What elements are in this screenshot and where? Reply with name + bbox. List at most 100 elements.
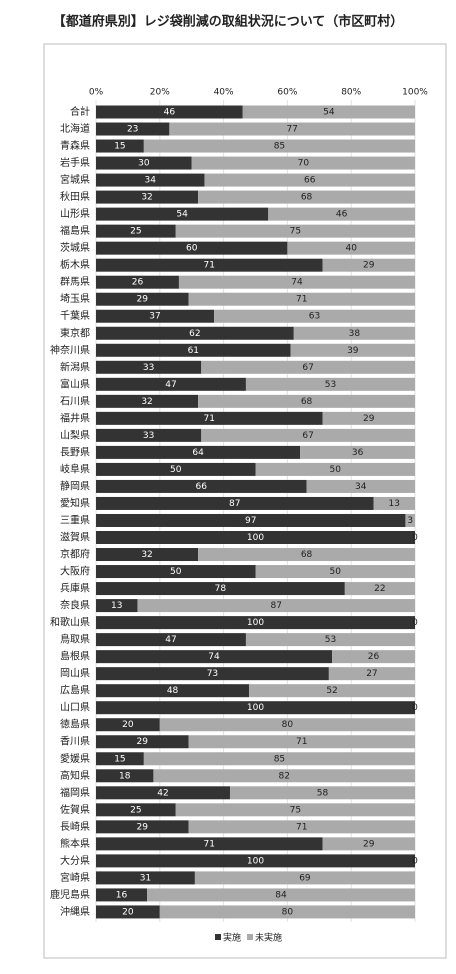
bar-segment: [268, 207, 415, 221]
data-label: 26: [368, 652, 380, 662]
bar-segment: [147, 888, 416, 902]
bar-segment: [332, 650, 415, 664]
bar-segment: [96, 735, 189, 749]
data-label: 67: [302, 363, 313, 373]
data-label: 31: [140, 873, 151, 883]
data-label: 60: [186, 244, 198, 254]
data-label: 54: [176, 210, 188, 220]
bar-segment: [300, 445, 415, 459]
y-tick-label: 徳島県: [60, 718, 90, 731]
bar-segment: [96, 275, 179, 289]
bar-segment: [96, 769, 154, 783]
data-label: 26: [132, 278, 144, 288]
bar-segment: [159, 905, 415, 919]
y-tick-label: 東京都: [60, 326, 90, 339]
data-label: 84: [275, 890, 287, 900]
data-label: 75: [290, 227, 301, 237]
data-label: 53: [325, 635, 336, 645]
bar-segment: [96, 258, 323, 272]
bar-segment: [96, 684, 250, 698]
legend-label: 未実施: [255, 932, 282, 944]
data-label: 40: [345, 244, 357, 254]
bar-segment: [204, 173, 415, 187]
bar-segment: [96, 786, 230, 800]
bar-segment: [96, 309, 215, 323]
data-label: 48: [167, 686, 179, 696]
y-tick-label: 神奈川県: [50, 343, 90, 356]
bar-segment: [344, 582, 415, 596]
bar-segment: [245, 377, 415, 391]
y-tick-label: 山形県: [60, 208, 90, 220]
x-tick-label: 80%: [341, 88, 361, 98]
y-tick-label: 長崎県: [60, 820, 90, 833]
bar-segment: [322, 258, 415, 272]
bar-segment: [96, 207, 269, 221]
data-label: 62: [189, 329, 200, 339]
data-label: 25: [130, 227, 141, 237]
bar-segment: [137, 599, 415, 613]
data-label: 29: [137, 822, 149, 832]
bar-segment: [322, 837, 415, 851]
data-label: 25: [130, 805, 141, 815]
bar-segment: [96, 462, 256, 476]
y-tick-label: 愛知県: [60, 496, 90, 509]
bar-segment: [159, 718, 415, 732]
bar-segment: [143, 752, 415, 766]
x-tick-label: 20%: [150, 88, 170, 98]
data-label: 29: [363, 414, 375, 424]
bar-segment: [143, 139, 415, 153]
y-tick-label: 千葉県: [60, 309, 90, 322]
data-label: 34: [355, 482, 367, 492]
bar-segment: [201, 360, 415, 374]
bar-segment: [96, 241, 288, 255]
data-label: 47: [165, 380, 176, 390]
y-tick-label: 沖縄県: [60, 905, 90, 918]
data-label: 3: [407, 516, 413, 526]
bar-segment: [96, 428, 202, 442]
data-label: 63: [309, 312, 320, 322]
data-label: 50: [170, 465, 182, 475]
bar-segment: [96, 718, 160, 732]
bar-segment: [96, 854, 415, 868]
y-tick-label: 岡山県: [60, 668, 90, 680]
data-label: 85: [274, 754, 285, 764]
x-tick-label: 60%: [277, 88, 297, 98]
data-label: 38: [349, 329, 361, 339]
y-tick-label: 長野県: [60, 446, 90, 458]
bar-segment: [245, 633, 415, 647]
chart-frame: [43, 43, 447, 959]
y-tick-label: 岩手県: [60, 156, 90, 169]
data-label: 100: [247, 703, 264, 713]
bar-segment: [96, 139, 144, 153]
bar-segment: [96, 326, 294, 340]
y-tick-label: 埼玉県: [60, 292, 90, 305]
bar-segment: [96, 360, 202, 374]
data-label: 47: [165, 635, 176, 645]
bar-segment: [188, 735, 415, 749]
y-tick-label: 秋田県: [60, 190, 90, 203]
bar-segment: [96, 701, 415, 715]
data-label: 46: [336, 210, 348, 220]
bar-segment: [96, 633, 246, 647]
data-label: 66: [304, 176, 316, 186]
y-tick-label: 宮城県: [60, 173, 90, 186]
bar-segment: [328, 667, 415, 681]
bar-segment: [96, 377, 246, 391]
data-label: 0: [412, 703, 418, 713]
data-label: 16: [116, 890, 128, 900]
bar-segment: [293, 326, 415, 340]
data-label: 0: [412, 533, 418, 543]
bar-segment: [188, 292, 415, 306]
bar-segment: [175, 224, 415, 238]
data-label: 50: [330, 465, 342, 475]
data-label: 87: [229, 499, 240, 509]
bar-segment: [96, 411, 323, 425]
data-label: 33: [143, 363, 154, 373]
data-label: 32: [141, 193, 152, 203]
data-label: 29: [137, 737, 149, 747]
data-label: 15: [114, 142, 125, 152]
data-label: 30: [138, 159, 150, 169]
data-label: 61: [188, 346, 199, 356]
bar-segment: [201, 428, 415, 442]
y-tick-label: 愛媛県: [60, 752, 90, 765]
